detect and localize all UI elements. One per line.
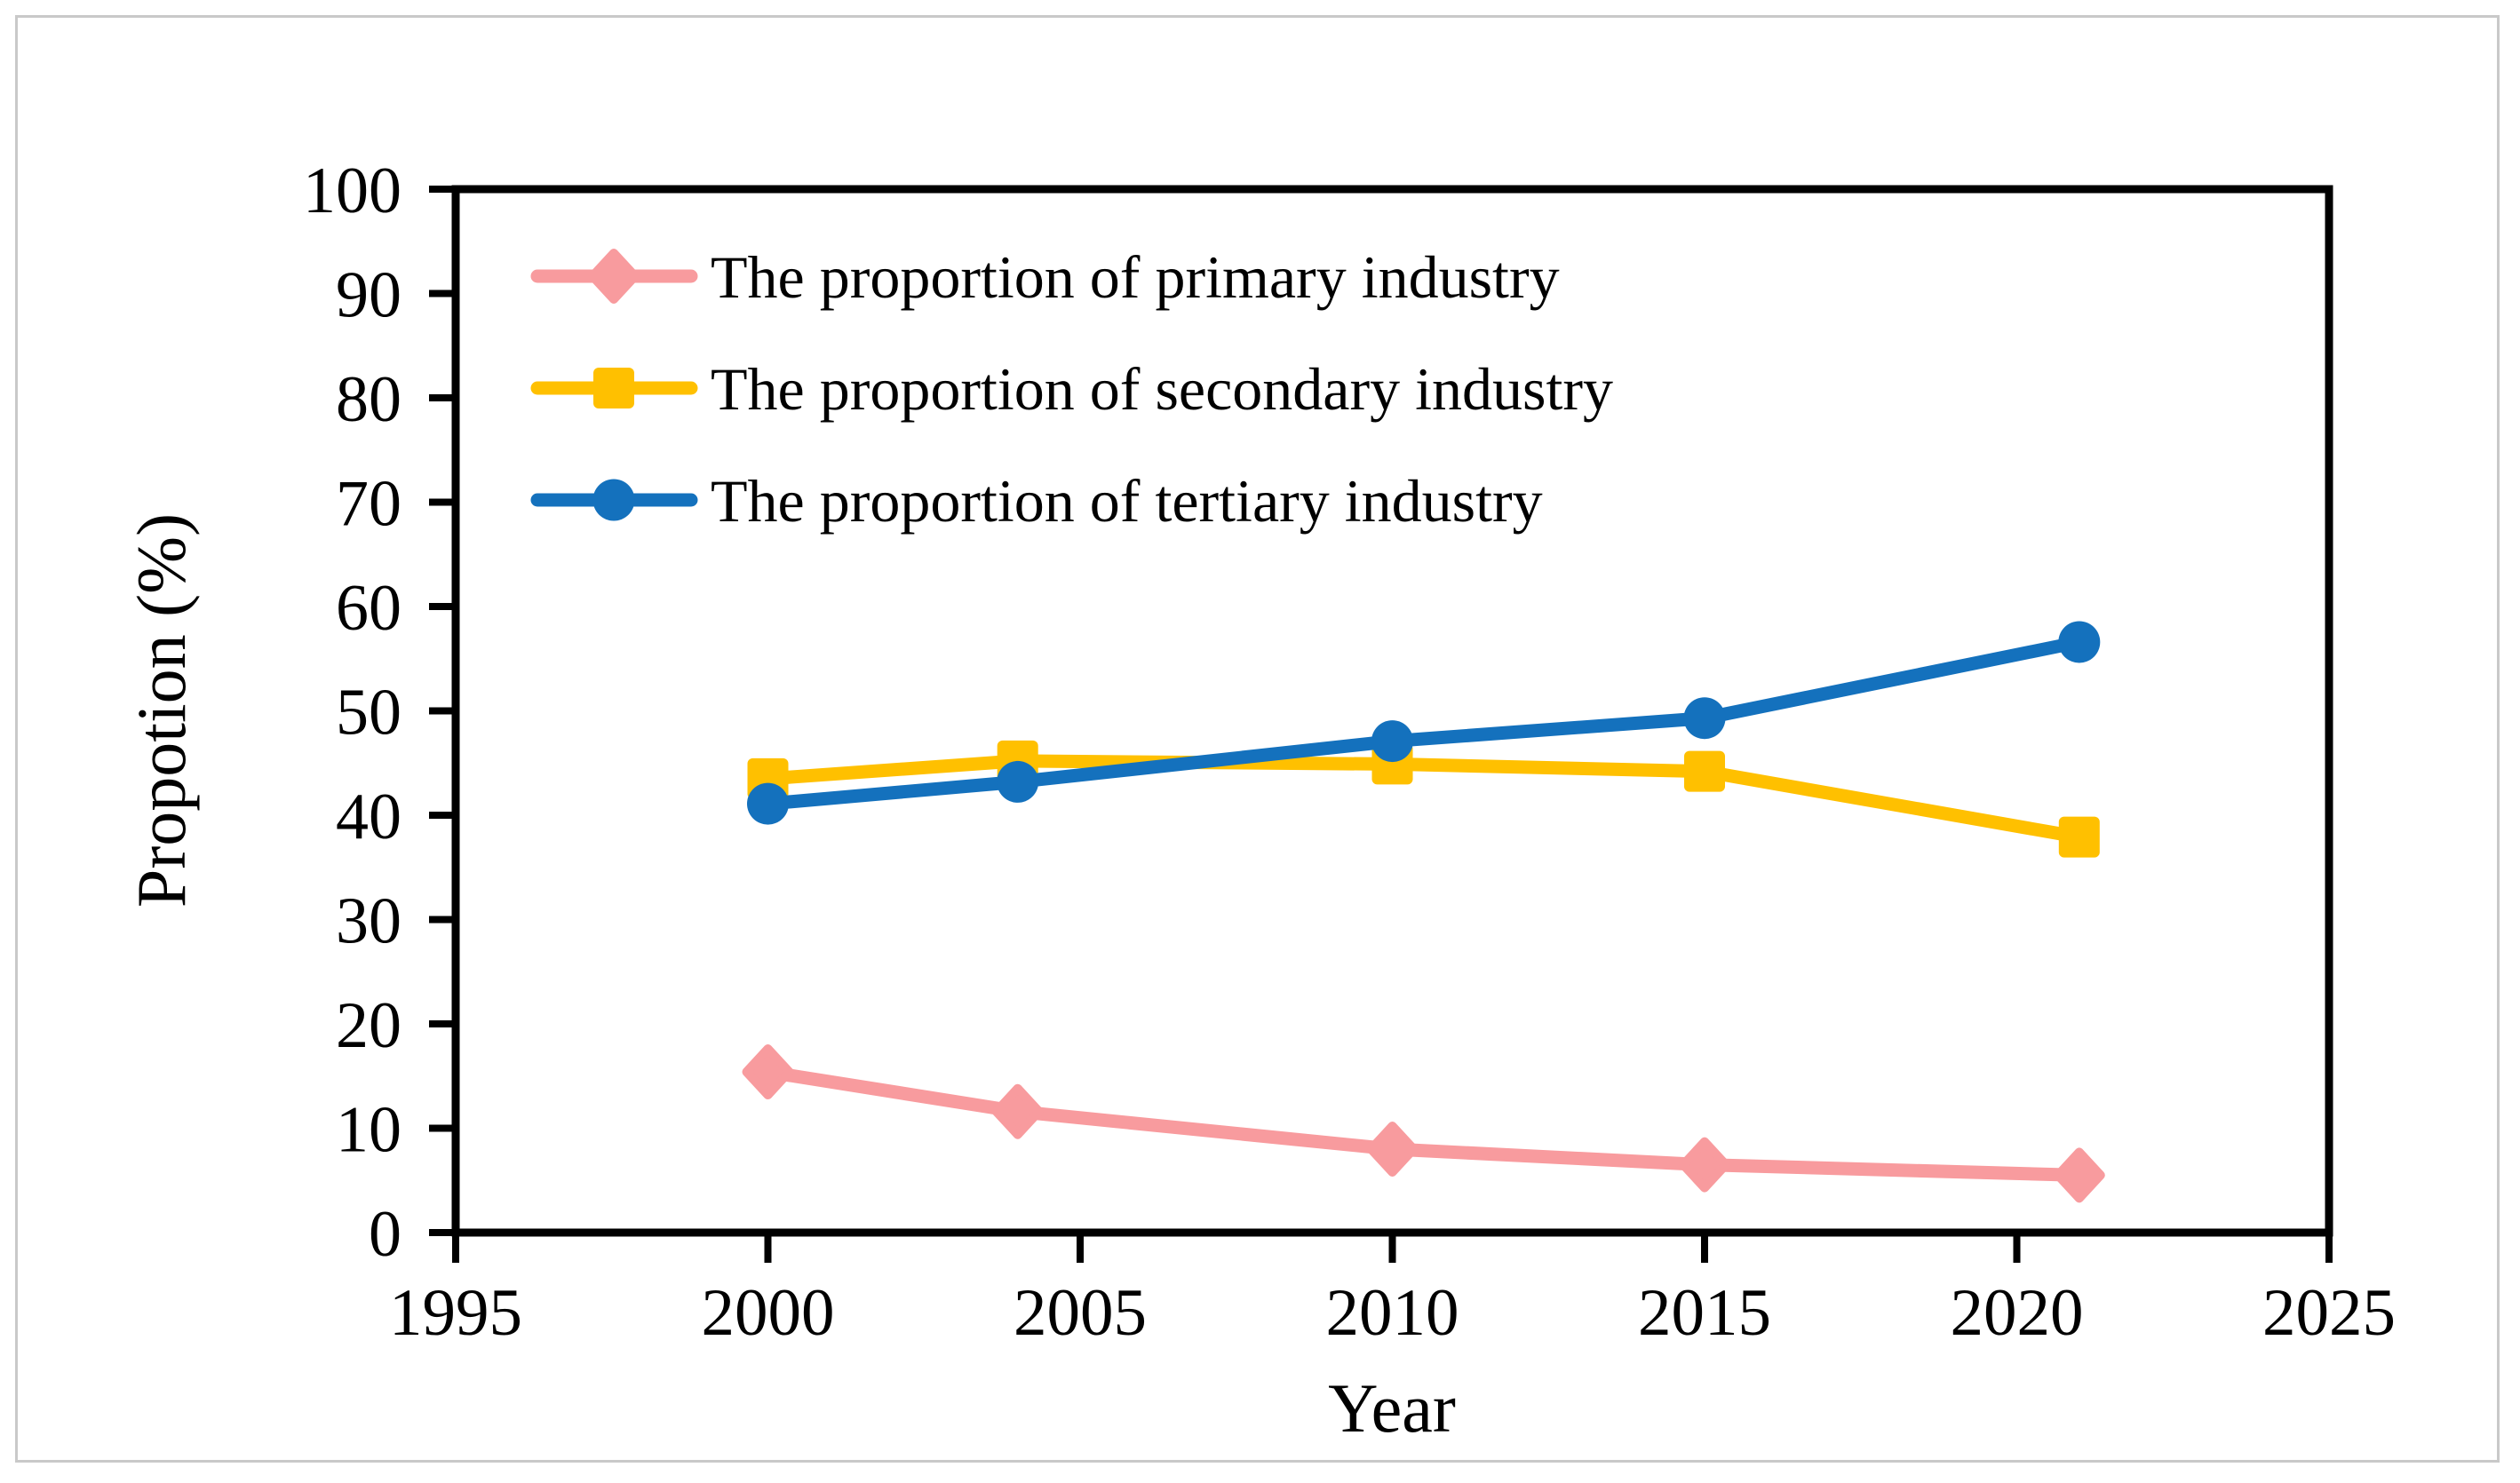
series-2-line: [761, 635, 2087, 811]
legend-diamond-icon: [588, 249, 640, 304]
plot-area: 0 10 20 30 40 50 60 70 80 90 100 1995 2000 2005 2010 20…: [303, 155, 2396, 1350]
legend-label: The proportion of secondary industry: [711, 355, 1613, 423]
plot-area-border: [451, 185, 2333, 1237]
series-0-point-diamond-icon: [991, 1083, 1044, 1139]
x-tick-label: 2020: [1951, 1276, 2084, 1350]
legend-square-icon: [593, 368, 634, 408]
series-2-point-circle-icon: [1371, 720, 1413, 763]
y-tick-label: 0: [369, 1198, 401, 1271]
legend-label: The proportion of primary industry: [711, 243, 1560, 311]
series-1-line: [761, 754, 2087, 845]
y-tick-label: 100: [303, 155, 401, 227]
y-tick-label: 60: [336, 572, 401, 645]
series-2-point-circle-icon: [747, 782, 789, 825]
x-tick-label: 2005: [1014, 1276, 1147, 1350]
x-tick-label: 1995: [389, 1276, 522, 1350]
y-tick-label: 30: [336, 885, 401, 958]
x-tick-label: 2000: [702, 1276, 835, 1350]
series-2-point-circle-icon: [1683, 697, 1726, 740]
y-tick-label: 10: [336, 1094, 401, 1167]
y-axis-title: Propotion (%): [123, 513, 200, 908]
y-tick-label: 50: [336, 677, 401, 749]
series-2-point-circle-icon: [997, 760, 1039, 803]
y-tick-label: 80: [336, 363, 401, 436]
x-tick-label: 2015: [1638, 1276, 1771, 1350]
y-tick-label: 90: [336, 259, 401, 332]
series-0-point-diamond-icon: [1366, 1122, 1419, 1177]
legend-label: The proportion of tertiary industry: [711, 467, 1543, 535]
series-0-line: [761, 1065, 2087, 1182]
series-1-point-square-icon: [1684, 750, 1725, 792]
figure-frame: [15, 15, 2500, 1463]
series-0-point-diamond-icon: [742, 1044, 794, 1100]
series-2-point-circle-icon: [2058, 621, 2101, 663]
x-tick-label: 2025: [2262, 1276, 2396, 1350]
y-tick-label: 70: [336, 468, 401, 541]
y-tick-label: 40: [336, 781, 401, 853]
series-0-point-diamond-icon: [2053, 1147, 2105, 1203]
y-tick-label: 20: [336, 989, 401, 1062]
x-axis-title: Year: [1328, 1369, 1456, 1447]
x-tick-label: 2010: [1326, 1276, 1459, 1350]
series-1-point-square-icon: [2058, 816, 2100, 858]
series-0-point-diamond-icon: [1679, 1137, 1730, 1193]
legend-circle-icon: [592, 479, 635, 521]
